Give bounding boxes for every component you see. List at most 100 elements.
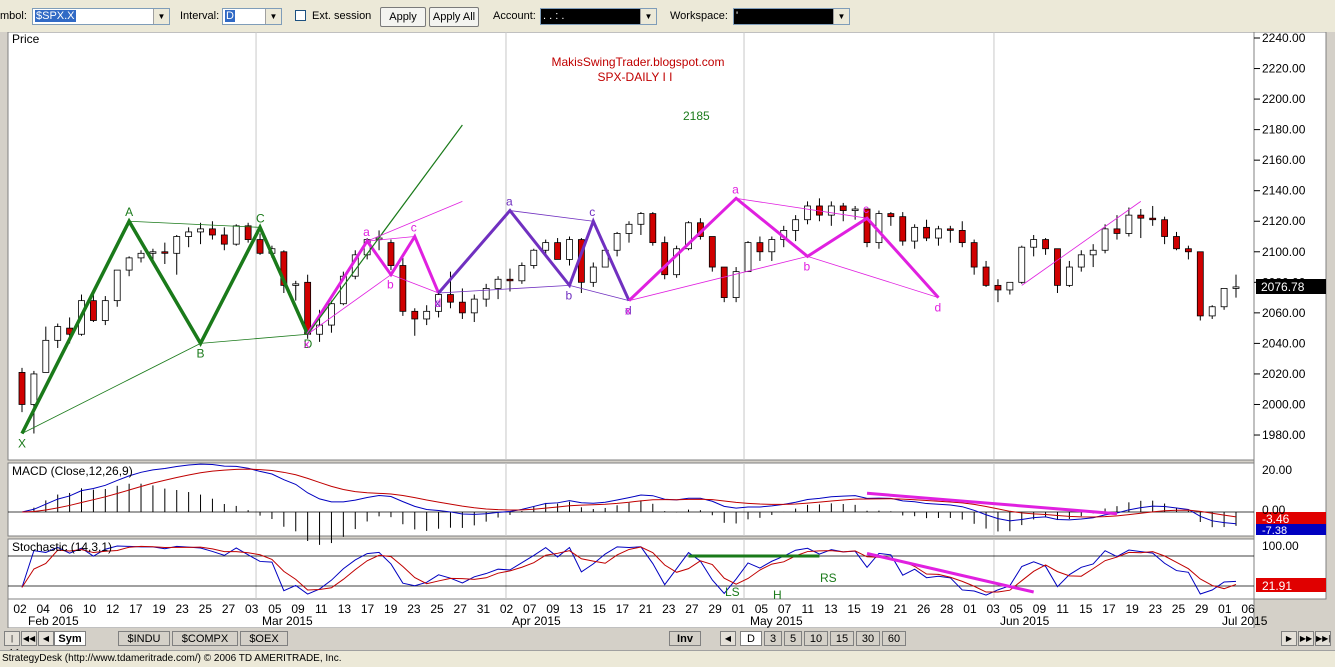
month-label: Feb 2015 xyxy=(28,614,79,628)
candle-up xyxy=(137,252,145,259)
candle-down xyxy=(946,228,954,231)
pattern-point-label: x xyxy=(435,296,441,310)
first-page-icon[interactable]: |◀◀ xyxy=(4,631,20,656)
pattern-thin-line xyxy=(307,274,392,335)
month-label: Jul 2015 xyxy=(1222,614,1268,628)
price-tick-label: 2240.00 xyxy=(1262,32,1306,45)
candle-up xyxy=(328,303,335,326)
macd-tick-20: 20.00 xyxy=(1262,463,1292,477)
chevron-down-icon[interactable]: ▼ xyxy=(640,9,656,24)
next-icon[interactable]: ▶ xyxy=(1281,631,1297,646)
candle-up xyxy=(613,233,621,251)
signal-value: -7.38 xyxy=(1262,525,1287,537)
candle-down xyxy=(411,310,419,320)
day-tick-label: 28 xyxy=(940,602,954,616)
candle-down xyxy=(18,372,26,405)
interval-prev-icon[interactable]: ◀ xyxy=(720,631,736,646)
day-tick-label: 04 xyxy=(36,602,50,616)
day-tick-label: 03 xyxy=(245,602,259,616)
day-tick-label: 03 xyxy=(986,602,1000,616)
inv-button[interactable]: Inv xyxy=(669,631,701,646)
month-label: May 2015 xyxy=(750,614,803,628)
chevron-down-icon[interactable]: ▼ xyxy=(833,9,849,24)
candle-up xyxy=(625,223,633,234)
candle-up xyxy=(149,251,157,254)
day-tick-label: 05 xyxy=(268,602,282,616)
pattern-point-label: C xyxy=(256,211,265,225)
price-tick-label: 2000.00 xyxy=(1262,397,1306,411)
ext-session-label: Ext. session xyxy=(312,10,372,22)
interval-3[interactable]: 3 xyxy=(764,631,782,646)
chevron-down-icon[interactable]: ▼ xyxy=(153,9,169,24)
candle-down xyxy=(1042,239,1049,250)
account-value: . . : . xyxy=(543,10,565,22)
price-panel-label: Price xyxy=(12,32,40,46)
interval-combo[interactable]: D ▼ xyxy=(222,8,282,25)
day-tick-label: 09 xyxy=(291,602,305,616)
interval-30[interactable]: 30 xyxy=(856,631,880,646)
chevron-down-icon[interactable]: ▼ xyxy=(265,9,281,24)
candle-up xyxy=(185,231,193,237)
tab-oex[interactable]: $OEX xyxy=(240,631,288,646)
account-label: Account: xyxy=(493,10,536,22)
account-combo[interactable]: . . : . ▼ xyxy=(540,8,657,25)
candle-up xyxy=(30,373,38,405)
drawing-tool-strip[interactable] xyxy=(0,32,8,628)
candle-up xyxy=(1018,246,1026,283)
prev-icon[interactable]: ◀ xyxy=(38,631,54,646)
symbol-label: mbol: xyxy=(0,10,27,22)
candle-down xyxy=(994,284,1002,291)
interval-d[interactable]: D xyxy=(740,631,762,646)
symbol-combo[interactable]: $SPX.X ▼ xyxy=(32,8,170,25)
interval-5[interactable]: 5 xyxy=(784,631,802,646)
candle-up xyxy=(911,226,919,242)
candle-down xyxy=(863,208,871,244)
candle-up xyxy=(827,205,835,216)
pattern-thin-line xyxy=(390,274,439,294)
interval-15[interactable]: 15 xyxy=(830,631,854,646)
last-page-icon[interactable]: ▶▶| xyxy=(1315,631,1331,646)
apply-button[interactable]: Apply xyxy=(380,7,426,27)
tab-compx[interactable]: $COMPX xyxy=(172,631,238,646)
candle-up xyxy=(316,324,323,335)
day-tick-label: 01 xyxy=(732,602,746,616)
next-page-icon[interactable]: ▶▶ xyxy=(1298,631,1314,646)
day-tick-label: 25 xyxy=(199,602,213,616)
day-tick-label: 06 xyxy=(60,602,74,616)
symbol-value: $SPX.X xyxy=(35,10,76,22)
candle-up xyxy=(1065,266,1073,286)
workspace-combo[interactable]: ' ▼ xyxy=(733,8,850,25)
candle-up xyxy=(530,249,538,266)
candle-down xyxy=(839,205,847,211)
interval-60[interactable]: 60 xyxy=(882,631,906,646)
stochastic-series xyxy=(8,545,1254,596)
prev-page-icon[interactable]: ◀◀ xyxy=(21,631,37,646)
ext-session-checkbox[interactable] xyxy=(295,10,306,21)
candle-up xyxy=(482,288,490,300)
day-tick-label: 11 xyxy=(1056,602,1069,616)
candle-up xyxy=(1006,281,1014,291)
right-scrollbar[interactable] xyxy=(1326,32,1335,628)
stoch-d-line xyxy=(21,545,1237,593)
candle-up xyxy=(792,219,800,231)
candle-up xyxy=(935,228,942,239)
day-tick-label: 19 xyxy=(1125,602,1139,616)
grid xyxy=(255,32,995,599)
candle-up xyxy=(232,225,240,245)
candle-down xyxy=(970,242,978,268)
apply-all-button[interactable]: Apply All xyxy=(429,7,479,27)
pattern-point-label: c xyxy=(589,205,595,219)
candle-down xyxy=(506,278,514,282)
candle-down xyxy=(280,251,288,286)
day-tick-label: 01 xyxy=(1218,602,1232,616)
interval-10[interactable]: 10 xyxy=(804,631,828,646)
price-panel xyxy=(7,31,1255,461)
day-tick-label: 19 xyxy=(384,602,398,616)
tab-sym[interactable]: Sym xyxy=(54,631,86,646)
extension-line xyxy=(367,201,463,242)
last-price-box xyxy=(1256,279,1326,294)
day-tick-label: 01 xyxy=(963,602,977,616)
tab-indu[interactable]: $INDU xyxy=(118,631,170,646)
